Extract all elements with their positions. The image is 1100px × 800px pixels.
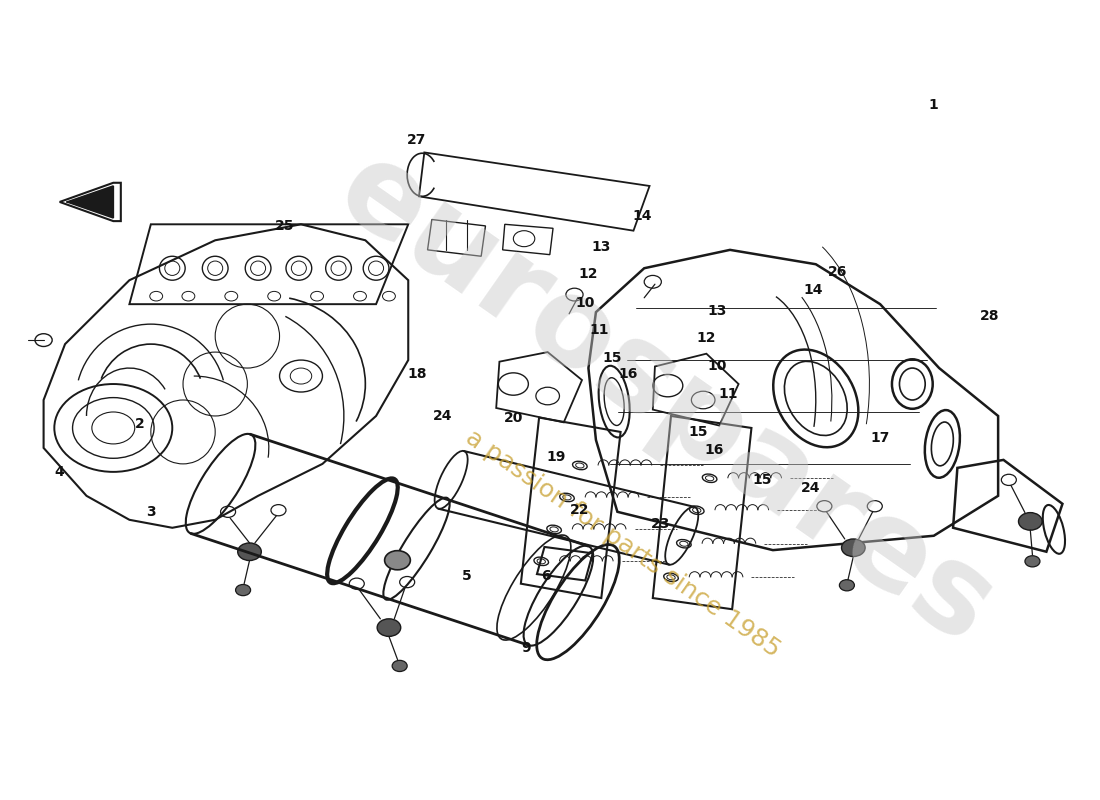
Text: 24: 24 <box>432 409 452 423</box>
Text: 22: 22 <box>570 503 590 518</box>
Circle shape <box>235 585 251 596</box>
Circle shape <box>1025 556 1040 567</box>
Text: 6: 6 <box>541 569 550 582</box>
Text: 3: 3 <box>146 505 156 519</box>
Text: 23: 23 <box>650 517 670 530</box>
Text: 24: 24 <box>801 481 821 495</box>
Text: 14: 14 <box>804 282 824 297</box>
Text: 9: 9 <box>521 641 531 654</box>
Circle shape <box>842 539 865 557</box>
Text: 12: 12 <box>696 330 716 345</box>
Text: 2: 2 <box>135 417 145 431</box>
Circle shape <box>393 660 407 671</box>
Text: 15: 15 <box>689 425 707 439</box>
Text: 25: 25 <box>275 219 295 233</box>
Text: 14: 14 <box>632 210 652 223</box>
Text: 15: 15 <box>752 473 772 487</box>
Circle shape <box>238 543 262 561</box>
Text: 26: 26 <box>827 266 847 279</box>
Text: 16: 16 <box>704 442 724 457</box>
Text: 20: 20 <box>504 410 522 425</box>
Text: 10: 10 <box>707 359 727 374</box>
Text: 10: 10 <box>575 295 595 310</box>
Circle shape <box>1019 513 1042 530</box>
Polygon shape <box>67 186 113 218</box>
Text: 12: 12 <box>579 267 598 281</box>
Text: 15: 15 <box>603 351 622 366</box>
Text: 11: 11 <box>590 322 609 337</box>
Text: eurospares: eurospares <box>316 130 1015 670</box>
Text: 19: 19 <box>547 450 565 465</box>
Circle shape <box>385 550 410 570</box>
Text: 13: 13 <box>592 240 611 254</box>
Text: 18: 18 <box>407 367 427 382</box>
Text: 27: 27 <box>407 134 427 147</box>
Text: a passion for parts since 1985: a passion for parts since 1985 <box>461 426 784 662</box>
Text: 11: 11 <box>718 386 738 401</box>
Text: 16: 16 <box>618 367 638 382</box>
Text: 28: 28 <box>980 309 999 323</box>
Circle shape <box>377 619 400 636</box>
Text: 4: 4 <box>55 465 65 479</box>
Text: 5: 5 <box>462 569 472 582</box>
Circle shape <box>839 580 855 591</box>
Text: 1: 1 <box>928 98 938 111</box>
Text: 13: 13 <box>707 303 727 318</box>
Text: 17: 17 <box>870 431 890 446</box>
